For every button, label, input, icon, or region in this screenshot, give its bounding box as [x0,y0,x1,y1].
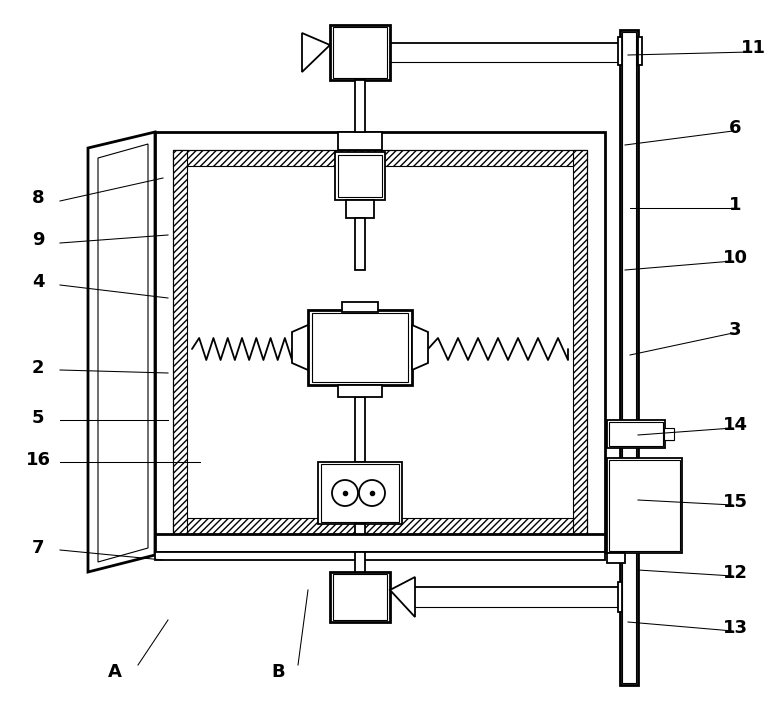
Polygon shape [88,132,155,572]
Text: 10: 10 [722,249,747,267]
Text: 7: 7 [32,539,44,557]
Text: 6: 6 [729,119,741,137]
Bar [173,150,587,166]
Bar [355,552,365,572]
Text: 13: 13 [722,619,747,637]
Text: 1: 1 [729,196,741,214]
Bar [173,150,587,534]
Text: 11: 11 [740,39,765,57]
Text: 8: 8 [32,189,44,207]
Text: 15: 15 [722,493,747,511]
Text: 12: 12 [722,564,747,582]
Bar [609,460,680,551]
Bar [335,152,385,200]
Bar [609,422,663,446]
Text: 2: 2 [32,359,44,377]
Bar [618,582,622,612]
Bar [355,80,365,132]
Bar [173,518,587,534]
Bar [308,310,412,385]
Polygon shape [412,325,428,370]
Bar [321,464,399,522]
Polygon shape [302,33,330,72]
Text: 3: 3 [729,321,741,339]
Bar [618,37,622,65]
Bar [338,385,382,397]
Bar [318,462,402,524]
Text: 14: 14 [722,416,747,434]
Bar [330,572,390,622]
Bar [312,313,408,382]
Bar [155,552,605,560]
Bar [173,150,187,534]
Bar [573,150,587,534]
Bar [155,534,605,552]
Bar [355,397,365,462]
Bar [620,30,638,685]
Bar [330,25,390,80]
Bar [333,574,387,620]
Polygon shape [292,325,308,370]
Text: 16: 16 [26,451,50,469]
Bar [607,553,625,563]
Text: 4: 4 [32,273,44,291]
Bar [622,32,636,683]
Bar [338,155,382,197]
Bar [607,420,665,448]
Bar [355,524,365,534]
Bar [338,132,382,150]
Text: B: B [271,663,285,681]
Bar [342,302,378,312]
Bar [333,27,387,78]
Text: 5: 5 [32,409,44,427]
Bar [607,458,682,553]
Bar [638,37,642,65]
Bar [346,200,374,218]
Polygon shape [390,577,415,617]
Text: 9: 9 [32,231,44,249]
Bar [155,132,605,552]
Bar [664,428,674,440]
Text: A: A [108,663,122,681]
Bar [355,218,365,270]
